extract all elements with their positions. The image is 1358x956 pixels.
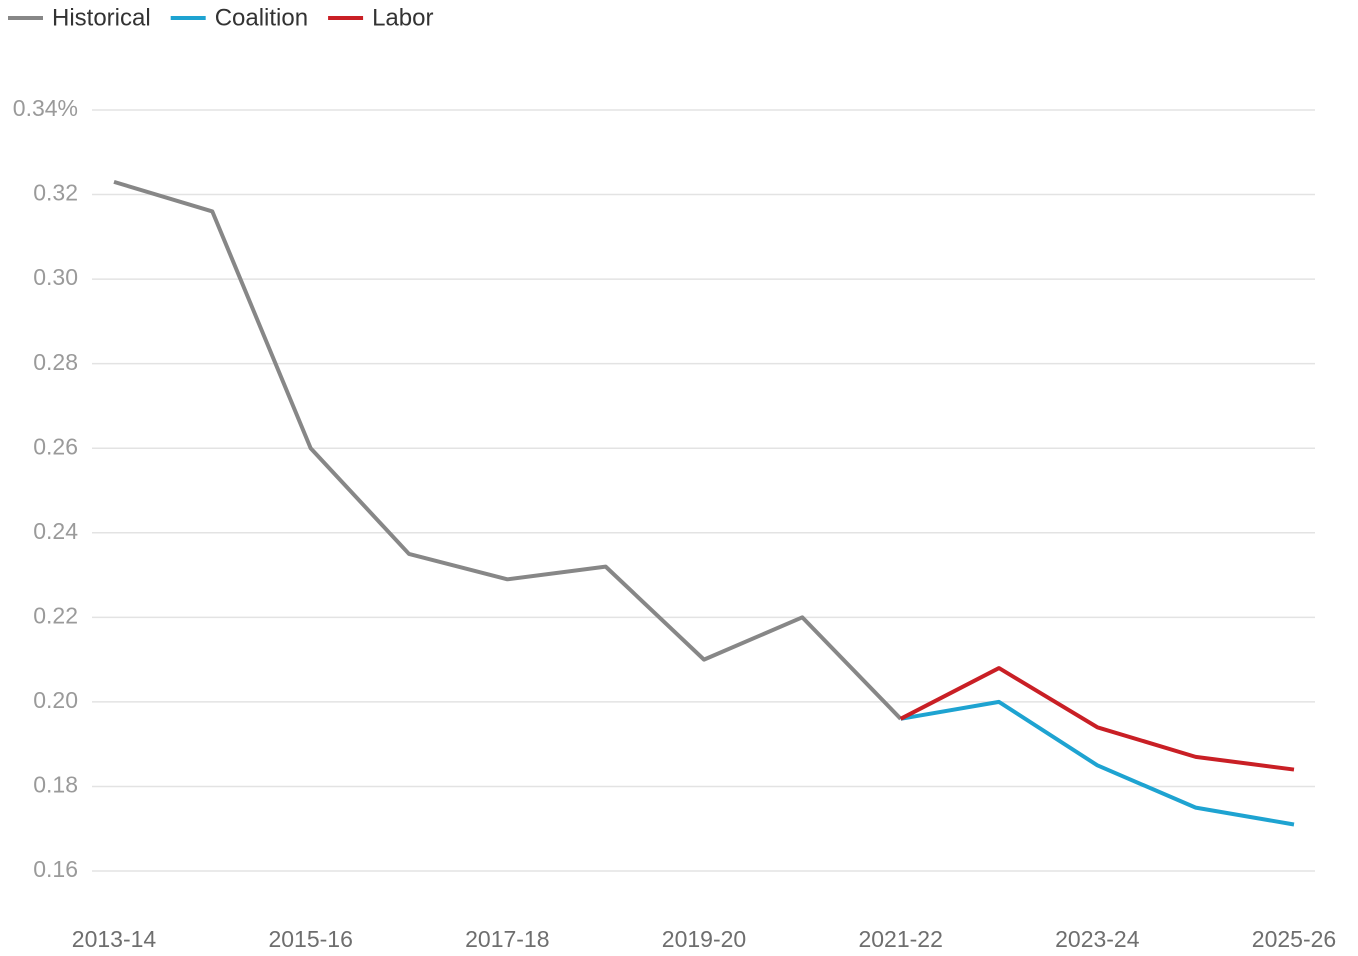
x-tick-label: 2023-24	[1055, 926, 1140, 952]
y-tick-label: 0.32	[33, 180, 78, 206]
legend-label: Historical	[52, 4, 151, 31]
x-tick-label: 2025-26	[1252, 926, 1336, 952]
legend-label: Labor	[372, 4, 433, 31]
y-tick-label: 0.34%	[13, 95, 78, 121]
y-tick-label: 0.22	[33, 602, 78, 628]
series-line	[899, 666, 1295, 772]
series-line	[900, 699, 1295, 827]
y-tick-label: 0.20	[33, 687, 78, 713]
x-tick-label: 2017-18	[465, 926, 549, 952]
y-tick-label: 0.16	[33, 856, 78, 882]
legend-label: Coalition	[215, 4, 308, 31]
y-tick-label: 0.30	[33, 264, 78, 290]
x-tick-label: 2021-22	[858, 926, 942, 952]
y-tick-label: 0.24	[33, 518, 78, 544]
x-tick-label: 2019-20	[662, 926, 746, 952]
y-tick-label: 0.26	[33, 433, 78, 459]
x-tick-label: 2013-14	[72, 926, 157, 952]
y-tick-label: 0.18	[33, 772, 78, 798]
y-tick-label: 0.28	[33, 349, 78, 375]
series-line	[113, 179, 903, 721]
x-tick-label: 2015-16	[268, 926, 352, 952]
